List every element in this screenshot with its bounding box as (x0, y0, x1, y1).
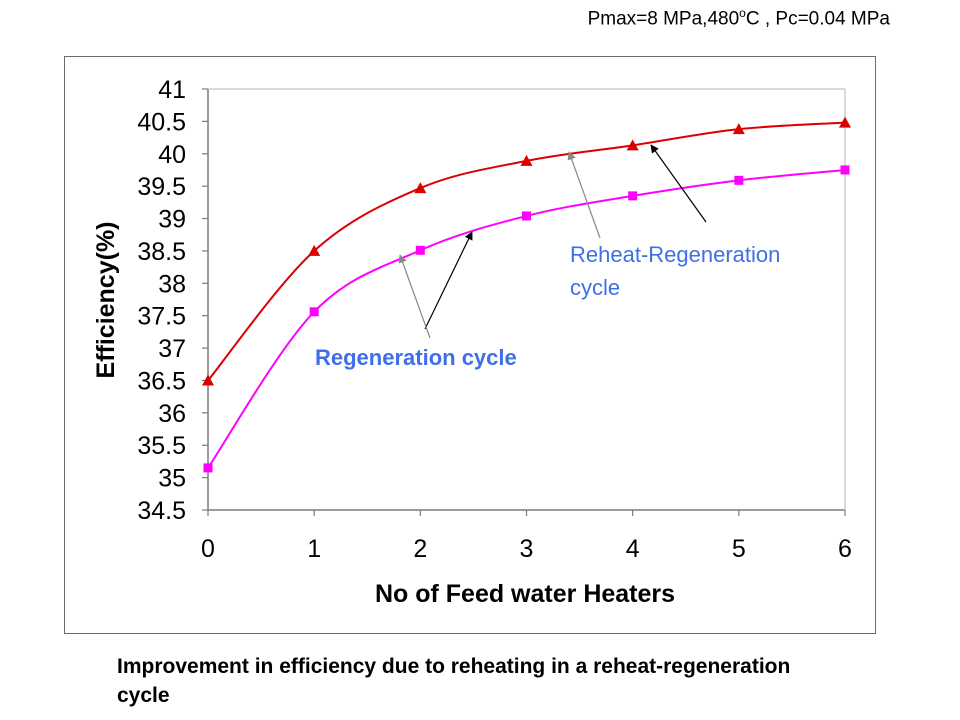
x-tick-label: 3 (520, 535, 534, 563)
series-layer (202, 116, 851, 473)
y-tick-label: 37.5 (137, 303, 186, 331)
y-tick-label: 40 (158, 141, 186, 169)
annotation-reheat-regeneration-line2: cycle (570, 275, 620, 300)
annotation-regeneration: Regeneration cycle (315, 345, 517, 370)
data-point-square (840, 165, 850, 175)
annotation-layer (398, 144, 707, 339)
header-note-suffix: C , Pc=0.04 MPa (745, 8, 890, 30)
y-tick-label: 37 (158, 335, 186, 363)
data-point-triangle (626, 139, 639, 151)
x-tick-label: 1 (307, 535, 321, 563)
data-point-triangle (414, 182, 427, 194)
data-point-square (203, 463, 213, 473)
annotation-reheat-regeneration-line1: Reheat-Regeneration (570, 242, 780, 267)
y-tick-label: 40.5 (137, 108, 186, 136)
y-tick-label: 38 (158, 270, 186, 298)
y-tick-label: 38.5 (137, 238, 186, 266)
y-tick-label: 34.5 (137, 497, 186, 525)
data-point-triangle (520, 154, 533, 166)
arrow-to-reheat-regeneration-curve-1 (650, 144, 707, 223)
chart-header-note: Pmax=8 MPa,480oC , Pc=0.04 MPa (588, 6, 890, 30)
axes-layer: 34.53535.53636.53737.53838.53939.54040.5… (137, 76, 852, 563)
data-point-triangle (308, 244, 321, 256)
header-note-degree: o (739, 6, 746, 20)
y-tick-label: 41 (158, 76, 186, 104)
header-note-prefix: Pmax=8 MPa,480 (587, 8, 740, 30)
data-point-square (628, 191, 638, 201)
data-point-square (309, 307, 319, 317)
data-point-triangle (202, 374, 214, 386)
y-axis-title: Efficiency(%) (92, 222, 120, 379)
chart-frame (64, 56, 876, 634)
x-tick-label: 2 (413, 535, 427, 563)
data-point-square (522, 211, 531, 221)
figure-caption: Improvement in efficiency due to reheati… (117, 655, 791, 707)
arrow-to-reheat-regeneration-curve-2 (567, 151, 601, 239)
y-tick-label: 36.5 (137, 367, 186, 395)
data-point-square (415, 245, 425, 255)
arrow-to-regeneration-curve-1 (424, 231, 473, 330)
y-tick-label: 39.5 (137, 173, 186, 201)
y-tick-label: 35 (158, 465, 186, 493)
x-tick-label: 0 (201, 535, 215, 563)
x-tick-label: 5 (732, 535, 746, 563)
data-point-triangle (839, 116, 851, 128)
y-tick-label: 36 (158, 400, 186, 428)
y-tick-label: 39 (158, 206, 186, 234)
x-axis-title: No of Feed water Heaters (375, 580, 675, 608)
x-tick-label: 4 (626, 535, 640, 563)
y-tick-label: 35.5 (137, 432, 186, 460)
data-point-triangle (732, 123, 745, 135)
x-tick-label: 6 (838, 535, 852, 563)
data-point-square (734, 175, 744, 185)
arrow-to-regeneration-curve-2 (398, 254, 431, 339)
